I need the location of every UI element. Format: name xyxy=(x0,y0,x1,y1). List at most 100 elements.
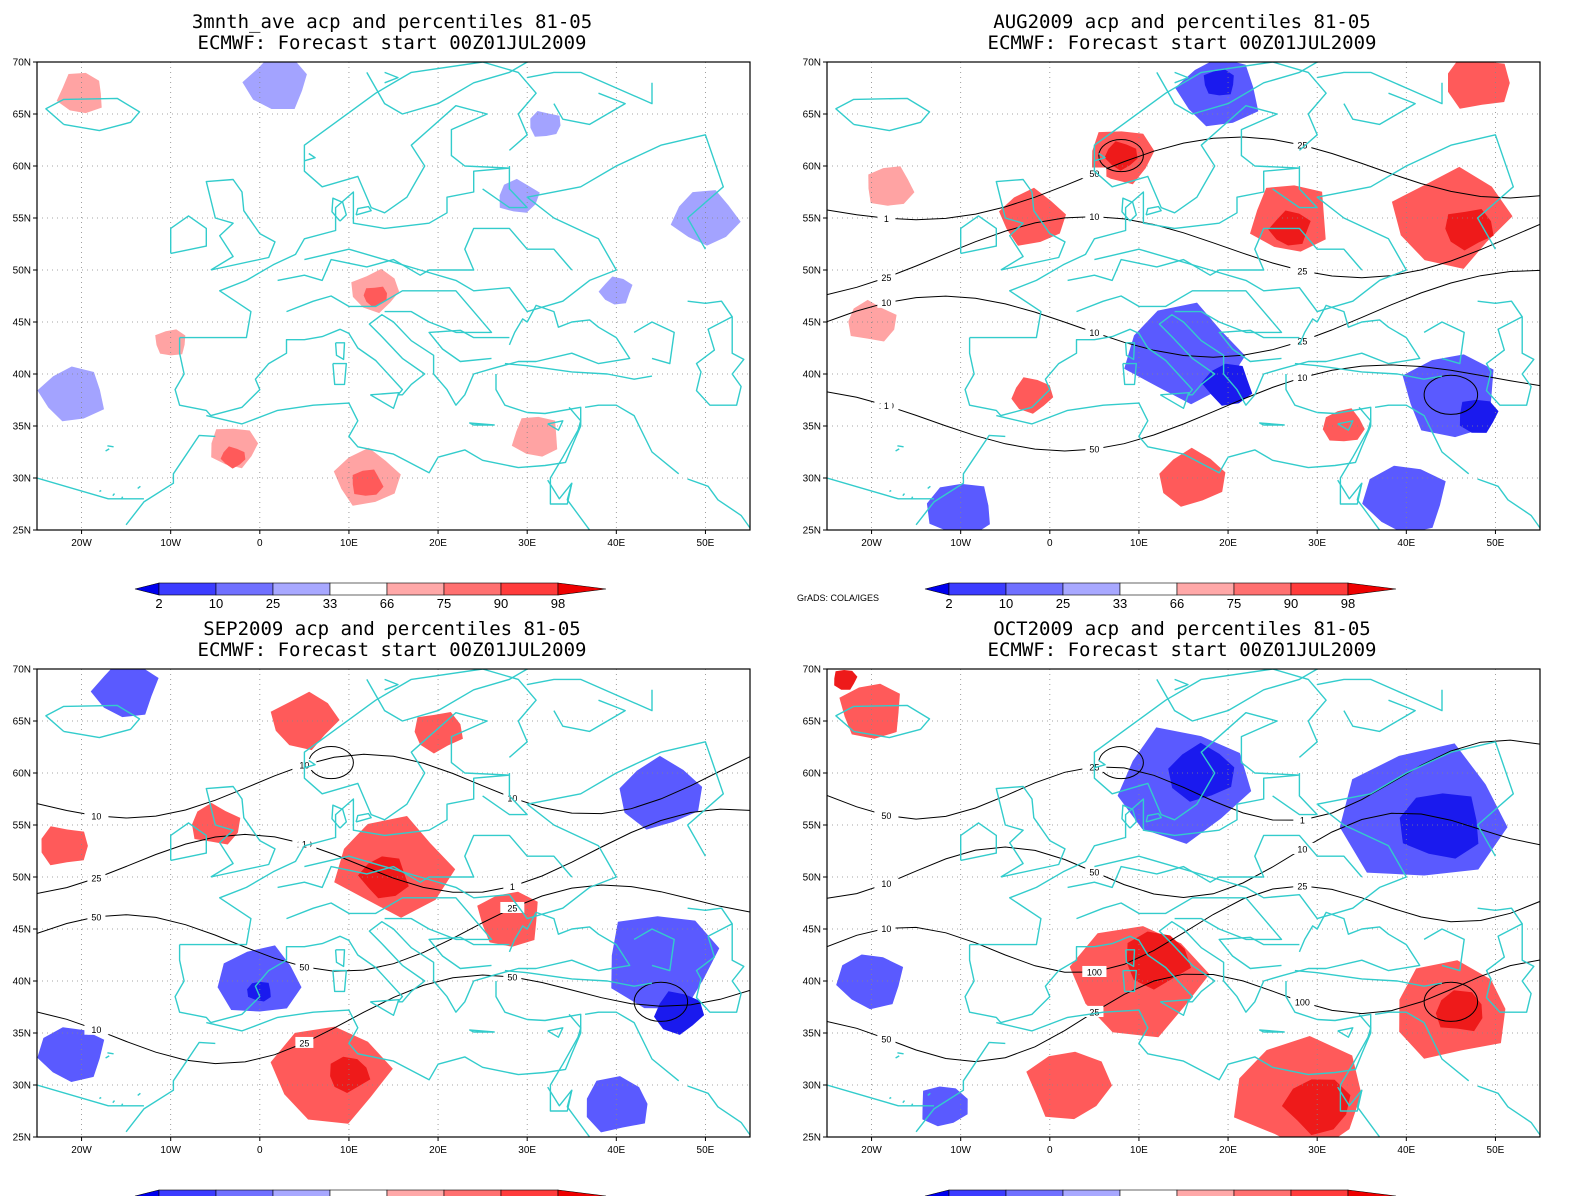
x-tick-label: 30E xyxy=(1308,538,1326,549)
coastline xyxy=(304,152,316,162)
contour-label-bg xyxy=(295,960,314,972)
contour-label-bg xyxy=(1296,814,1309,826)
contour-label-bg xyxy=(1082,965,1107,977)
coastline xyxy=(1272,669,1327,758)
x-tick-label: 10W xyxy=(160,538,181,549)
coastline xyxy=(1067,834,1363,889)
x-tick-label: 0 xyxy=(1047,1145,1053,1156)
anomaly-region xyxy=(37,1027,105,1082)
coastline xyxy=(1159,392,1190,409)
anomaly-region xyxy=(868,166,915,206)
coastline xyxy=(1339,406,1372,505)
anomaly-region xyxy=(1448,62,1510,109)
contour-label: 50 xyxy=(1085,865,1104,877)
x-tick-label: 20E xyxy=(429,1145,447,1156)
contour-label-bg xyxy=(877,271,896,283)
x-tick-label: 20W xyxy=(861,538,882,549)
contour-line xyxy=(827,216,1540,296)
panel-aug2009: AUG2009 acp and percentiles 81-05 ECMWF:… xyxy=(797,11,1541,611)
contour-label: 100 xyxy=(1290,996,1315,1008)
coastline xyxy=(137,485,141,489)
contour-label-text: 50 xyxy=(1089,867,1099,877)
anomaly-region xyxy=(836,954,904,1010)
anomaly-region xyxy=(242,62,307,109)
contour-label-text: 10 xyxy=(1297,373,1307,383)
contour-label-text: 50 xyxy=(299,962,309,972)
coastline xyxy=(996,374,1372,474)
y-tick-label: 50N xyxy=(13,873,31,884)
contour-label-text: 1 xyxy=(1300,816,1305,826)
coastline xyxy=(889,1096,892,1100)
contour-label: 25 xyxy=(295,1036,314,1048)
gridlines xyxy=(827,669,1540,1137)
contour-label-bg xyxy=(1293,371,1312,383)
y-tick-label: 60N xyxy=(803,769,821,780)
x-tick-label: 10E xyxy=(340,538,358,549)
y-tick-label: 60N xyxy=(13,162,31,173)
coastline xyxy=(547,1027,564,1038)
coastline xyxy=(889,489,892,493)
contour-label-text: 10 xyxy=(91,811,101,821)
x-tick-label: 10W xyxy=(160,1145,181,1156)
contour-label-bg xyxy=(295,1036,314,1048)
coastline xyxy=(549,1013,582,1112)
contour-label-text: 10 xyxy=(1089,212,1099,222)
contour-label-bg xyxy=(87,809,106,821)
contour-label-bg xyxy=(503,970,522,982)
y-tick-label: 30N xyxy=(13,474,31,485)
y-tick-label: 55N xyxy=(13,214,31,225)
x-tick-label: 50E xyxy=(1487,1145,1505,1156)
y-tick-label: 40N xyxy=(13,977,31,988)
coastline xyxy=(366,62,528,115)
contour-label-bg xyxy=(87,1023,106,1035)
contour-label: 10 xyxy=(877,877,896,889)
colorbar-label: 66 xyxy=(380,596,394,611)
contour-lines: 1005050501001005050251001001005050255025… xyxy=(827,739,1540,1063)
anomaly-region xyxy=(363,286,387,307)
contour-line xyxy=(37,808,750,894)
colorbar-label: 33 xyxy=(1113,596,1127,611)
contour-label-bg xyxy=(1293,264,1312,276)
coastline xyxy=(1067,227,1363,282)
y-tick-label: 30N xyxy=(803,474,821,485)
coastline xyxy=(800,389,804,390)
x-tick-label: 20E xyxy=(1219,1145,1237,1156)
colorbar-segment xyxy=(1233,582,1292,596)
colorbar-arrow-left xyxy=(134,1189,160,1196)
contour-label-bg xyxy=(1290,996,1315,1008)
contour-line xyxy=(827,269,1540,358)
contour-label-bg xyxy=(1085,210,1104,222)
colorbar-segment xyxy=(1119,1189,1178,1196)
contour-label: 50 xyxy=(877,1032,896,1044)
colorbar-segment xyxy=(329,1189,388,1196)
contour-label-text: 50 xyxy=(881,1034,891,1044)
coastline xyxy=(1272,773,1318,816)
anomaly-region xyxy=(1203,69,1234,96)
coastline xyxy=(1122,362,1137,386)
coastline xyxy=(1218,329,1300,363)
colorbar-label: 10 xyxy=(999,596,1013,611)
contour-label-bg xyxy=(1085,865,1104,877)
coastline xyxy=(174,304,631,417)
coastline xyxy=(1094,134,1514,313)
anomaly-region xyxy=(1281,1079,1351,1136)
panel-title-line2: ECMWF: Forecast start 00Z01JUL2009 xyxy=(198,639,587,661)
contour-label-text: 25 xyxy=(1297,336,1307,346)
coastline xyxy=(1477,478,1540,529)
coastline xyxy=(911,1103,914,1107)
contour-label-text: 50 xyxy=(507,972,517,982)
y-tick-label: 45N xyxy=(803,925,821,936)
coastline xyxy=(969,62,1301,339)
contour-line xyxy=(827,959,1540,1063)
y-tick-label: 70N xyxy=(803,58,821,69)
panel-title-line2: ECMWF: Forecast start 00Z01JUL2009 xyxy=(988,32,1377,54)
contour-label-text: 25 xyxy=(91,874,101,884)
x-tick-label: 10E xyxy=(340,1145,358,1156)
colorbar-segment xyxy=(158,582,217,596)
coastline xyxy=(1339,1013,1372,1112)
coastline xyxy=(547,420,564,431)
coastline xyxy=(1094,759,1106,769)
